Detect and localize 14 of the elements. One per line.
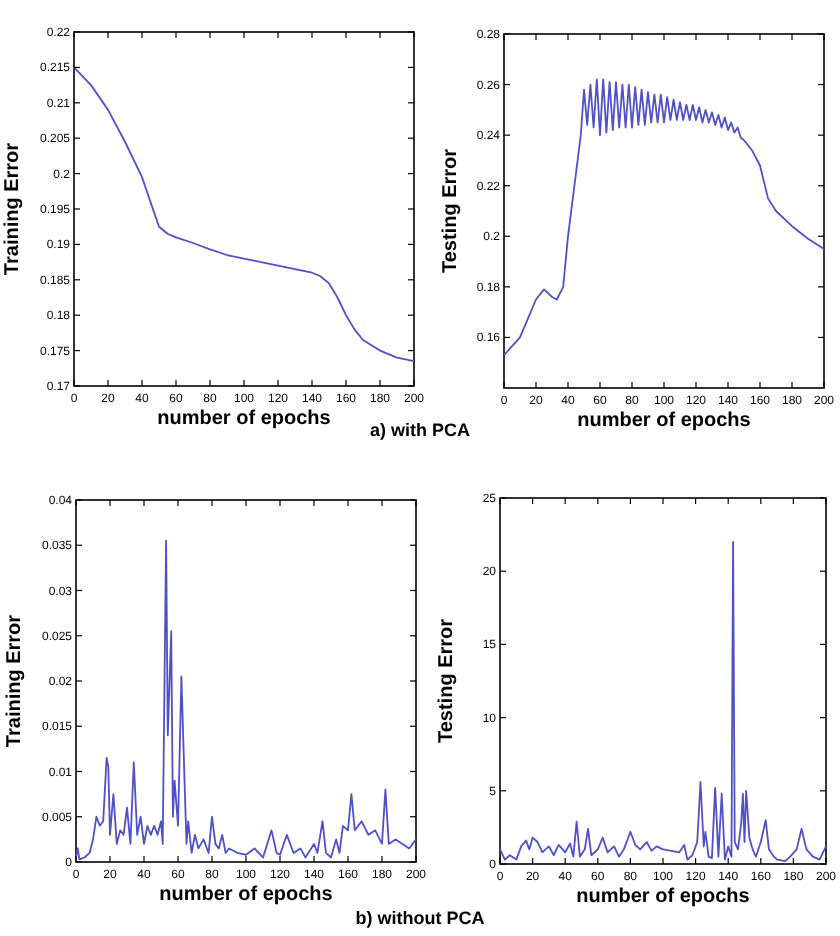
- y-axis-title: Training Error: [2, 142, 24, 276]
- text: a) with PCA: [369, 420, 471, 440]
- x-axis-title: number of epochs: [159, 884, 334, 906]
- line-series: [499, 541, 827, 862]
- x-axis-title: number of epochs: [157, 408, 332, 430]
- x-axis-title: number of epochs: [576, 886, 751, 908]
- text: b) without PCA: [355, 908, 486, 928]
- line-series: [73, 66, 415, 363]
- line-series: [75, 539, 417, 861]
- y-axis-title: Training Error: [4, 614, 26, 748]
- y-axis-title: Testing Error: [440, 148, 462, 274]
- y-axis-title: Testing Error: [436, 618, 458, 744]
- line-series: [503, 78, 825, 357]
- x-axis-title: number of epochs: [577, 410, 752, 432]
